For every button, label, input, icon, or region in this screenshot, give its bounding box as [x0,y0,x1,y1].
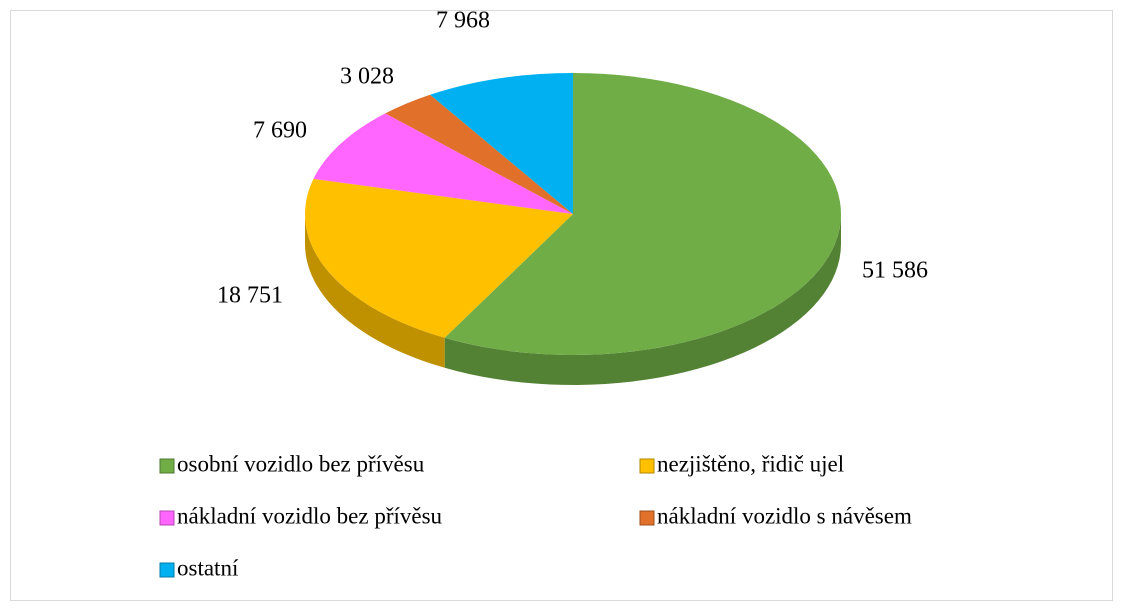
data-label: 7 968 [436,8,490,34]
pie-slice [444,73,841,355]
legend-marker [639,458,655,474]
legend-label: nákladní vozidlo s návěsem [657,503,912,528]
pie-slice [430,73,573,214]
pie-side [444,214,841,385]
legend-label: nezjištěno, řidič ujel [657,451,844,476]
legend-label: ostatní [177,555,239,580]
data-label: 7 690 [253,118,307,144]
legend-marker [639,510,655,526]
data-label: 18 751 [217,283,283,309]
pie-slice [304,178,573,338]
legend-label: osobní vozidlo bez přívěsu [177,451,425,476]
data-label: 51 586 [862,258,928,284]
legend-marker [159,562,175,578]
data-label: 3 028 [340,64,394,90]
legend-label: nákladní vozidlo bez přívěsu [177,503,443,528]
pie-slice [313,113,573,214]
pie-side [305,214,445,368]
pie-slice [385,94,573,214]
legend-marker [159,458,175,474]
legend-marker [159,510,175,526]
